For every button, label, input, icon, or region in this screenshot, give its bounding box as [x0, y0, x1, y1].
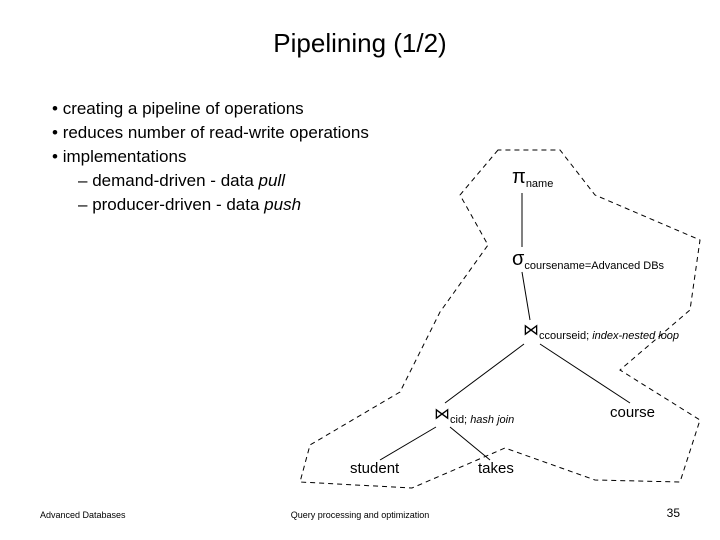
slide: Pipelining (1/2) creating a pipeline of … [0, 0, 720, 540]
bullet-list: creating a pipeline of operations reduce… [52, 98, 369, 217]
join1-op: ⋈ [523, 322, 539, 339]
bullet-subitem: producer-driven - data push [78, 194, 369, 217]
footer-center: Query processing and optimization [291, 510, 430, 520]
bullet-item: creating a pipeline of operations [52, 98, 369, 121]
text: demand-driven - data [92, 171, 258, 190]
join2-op: ⋈ [434, 406, 450, 423]
course-leaf: course [610, 404, 655, 421]
takes-leaf: takes [478, 460, 514, 477]
text-em: push [264, 195, 301, 214]
join1-node: ⋈ccourseid; index-nested loop [523, 320, 679, 342]
join2-node: ⋈cid; hash join [434, 404, 514, 426]
text-em: pull [259, 171, 285, 190]
join1-sub: ccourseid; [539, 330, 592, 342]
text: producer-driven - data [92, 195, 264, 214]
bullet-subitem: demand-driven - data pull [78, 170, 369, 193]
sigma-op: σ [512, 248, 524, 270]
student-leaf: student [350, 460, 399, 477]
bullet-item: implementations [52, 146, 369, 169]
pi-sub: name [526, 178, 554, 190]
footer-left: Advanced Databases [40, 510, 126, 520]
footer-page-number: 35 [667, 506, 680, 520]
join2-em: hash join [470, 414, 514, 426]
sigma-sub: coursename=Advanced DBs [524, 260, 664, 272]
sigma-node: σcoursename=Advanced DBs [512, 248, 664, 272]
pi-node: πname [512, 166, 553, 190]
pi-op: π [512, 166, 526, 188]
slide-title: Pipelining (1/2) [0, 0, 720, 59]
join1-em: index-nested loop [592, 330, 679, 342]
join2-sub: cid; [450, 414, 470, 426]
bullet-item: reduces number of read-write operations [52, 122, 369, 145]
